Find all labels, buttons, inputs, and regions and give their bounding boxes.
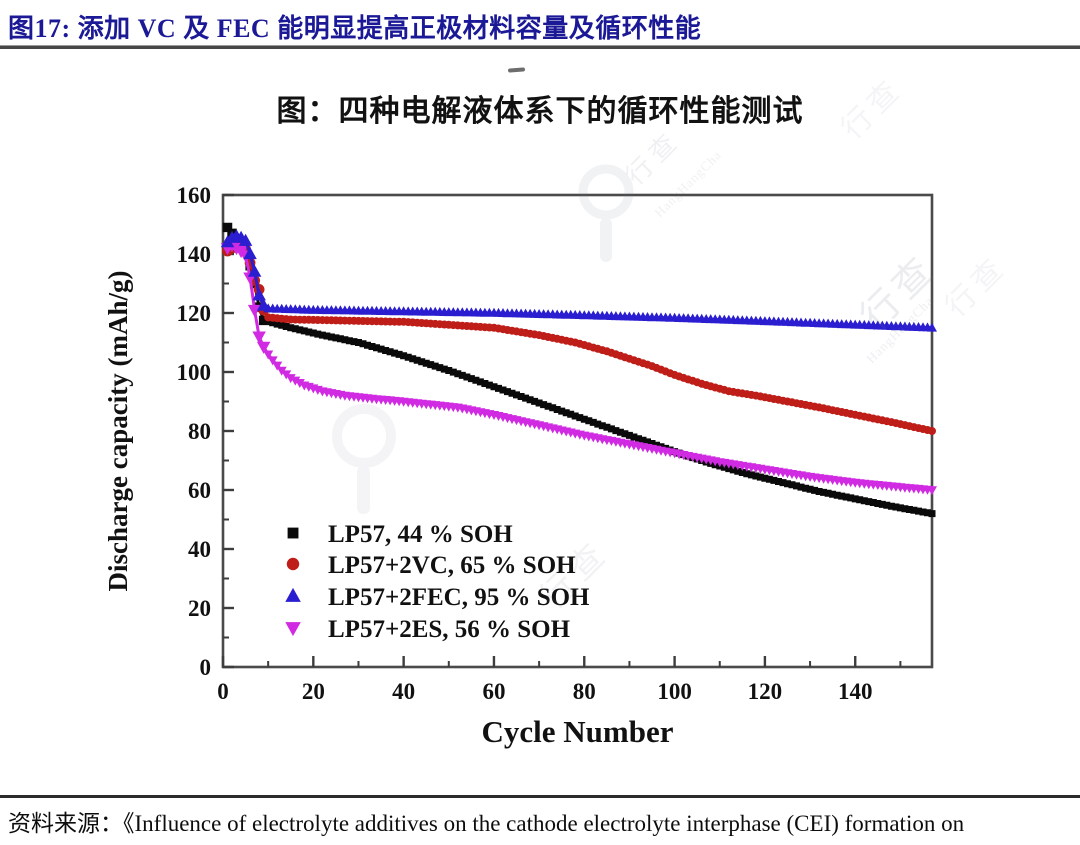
figure-header-title: 图17: 添加 VC 及 FEC 能明显提高正极材料容量及循环性能 [8, 14, 702, 43]
header-rule [0, 45, 1080, 49]
series-line-0 [226, 226, 933, 516]
smudge-artifact [507, 67, 526, 73]
x-tick-label: 20 [302, 679, 325, 704]
x-tick-label: 120 [748, 679, 783, 704]
series-markers-2 [220, 229, 938, 332]
y-tick-label: 0 [200, 655, 212, 680]
y-tick-label: 160 [177, 183, 212, 208]
legend-label: LP57, 44 % SOH [328, 521, 513, 548]
legend-label: LP57+2ES, 56 % SOH [328, 616, 571, 643]
x-tick-label: 60 [482, 679, 505, 704]
legend-marker-triangle-down [285, 622, 301, 637]
cycle-performance-chart: 0 20 40 60 80 100 120 140 0 20 40 60 80 100 120 140 160 C… [103, 183, 938, 749]
chart-title: 图：四种电解液体系下的循环性能测试 [276, 95, 804, 128]
y-tick-label: 80 [188, 419, 211, 444]
series-markers-0 [222, 222, 936, 518]
legend-label: LP57+2FEC, 95 % SOH [328, 584, 590, 611]
series-markers-3 [220, 240, 938, 496]
y-axis-title: Discharge capacity (mAh/g) [103, 271, 133, 592]
y-tick-label: 20 [188, 596, 211, 621]
x-axis-title: Cycle Number [482, 714, 674, 749]
source-divider [0, 795, 1080, 798]
series-line-3 [226, 243, 933, 492]
x-tick-label: 100 [657, 679, 692, 704]
series-markers-1 [222, 239, 937, 435]
y-tick-label: 140 [177, 242, 212, 267]
x-tick-label: 0 [217, 679, 229, 704]
y-tick-label: 120 [177, 301, 212, 326]
legend-label: LP57+2VC, 65 % SOH [328, 552, 576, 579]
legend-marker-triangle-up [285, 587, 301, 602]
x-tick-label: 80 [573, 679, 596, 704]
y-tick-label: 40 [188, 537, 211, 562]
legend-marker-square [287, 527, 299, 539]
legend-marker-circle [286, 557, 300, 571]
x-tick-label: 40 [392, 679, 415, 704]
x-tick-label: 140 [838, 679, 873, 704]
source-text: 资料来源：《Influence of electrolyte additives… [8, 811, 965, 836]
y-tick-label: 100 [177, 360, 212, 385]
y-tick-label: 60 [188, 478, 211, 503]
